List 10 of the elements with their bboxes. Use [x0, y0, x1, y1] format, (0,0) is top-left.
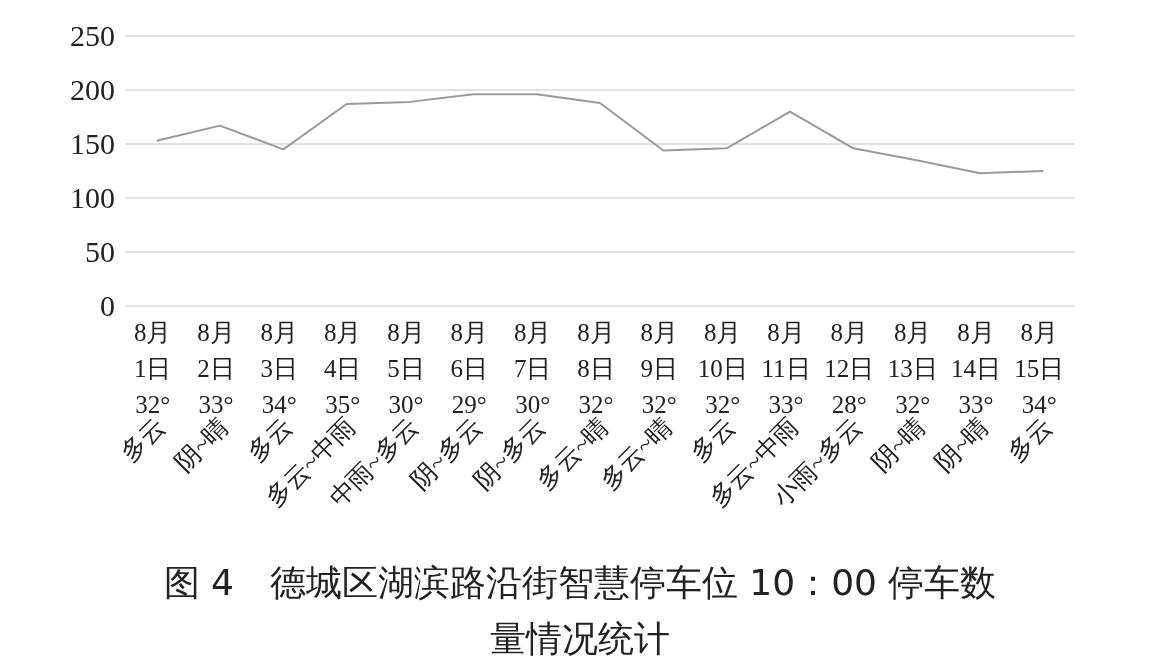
- y-tick-label: 150: [70, 127, 115, 160]
- x-tick-label: 8月 15日 34° 多云: [1002, 319, 1065, 467]
- y-tick-label: 200: [70, 73, 115, 106]
- x-tick-label: 8月 1日 32° 多云: [115, 319, 172, 467]
- y-tick-label: 50: [85, 235, 115, 268]
- y-tick-label: 100: [70, 181, 115, 214]
- y-tick-label: 0: [100, 289, 115, 322]
- x-tick-label: 8月 2日 33° 阴~晴: [169, 319, 235, 477]
- text: 图 4 德城区湖滨路沿街智慧停车位 10：00 停车数量情况统计: [162, 561, 998, 661]
- y-tick-label: 250: [70, 19, 115, 52]
